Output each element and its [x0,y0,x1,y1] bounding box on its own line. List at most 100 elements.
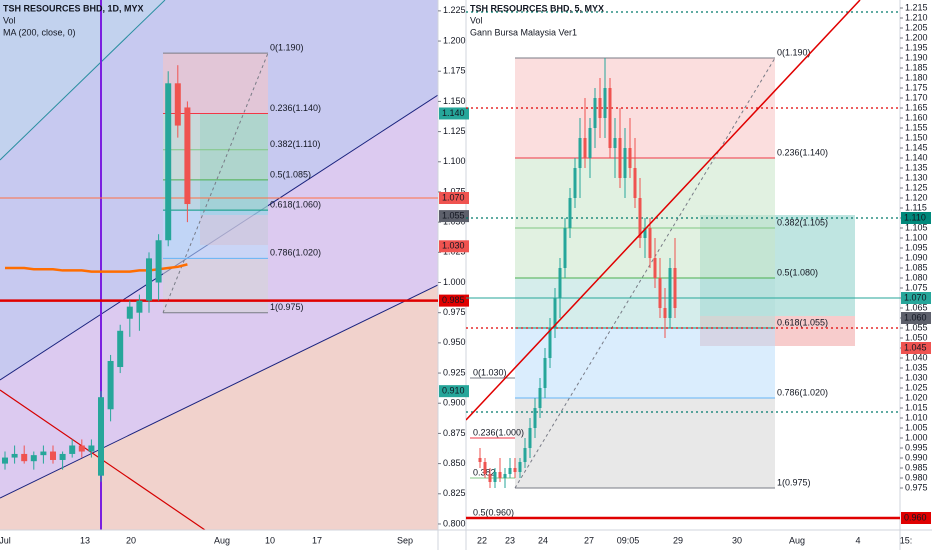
price-badge [439,385,469,398]
candle-body [523,448,527,462]
y-tick-label: 1.175 [905,82,928,92]
price-badge [439,240,469,253]
price-badge-label: 0.960 [904,512,927,522]
y-tick-label: 1.145 [905,142,928,152]
price-badge-label: 1.060 [904,312,927,322]
y-tick-label: 1.185 [905,62,928,72]
fib-label: 0.618(1.055) [777,317,828,327]
candle-body [533,408,537,428]
y-tick-label: 1.025 [905,382,928,392]
candle-body [2,457,8,464]
x-tick-label: 13 [80,535,90,545]
candle-body [613,138,617,148]
fib-label: 0.236(1.140) [777,147,828,157]
y-tick-label: 1.175 [443,66,466,76]
candle-body [30,455,37,462]
candle-body [528,428,532,448]
fib-label: 0.382(1.110) [270,139,320,149]
y-tick-label: 1.150 [443,96,466,106]
fib-label: 0.382(1.105) [777,217,828,227]
candle-body [165,83,172,241]
y-tick-label: 1.140 [905,152,928,162]
y-tick-label: 1.180 [905,72,928,82]
y-tick-label: 1.020 [905,392,928,402]
y-tick-label: 1.105 [905,222,928,232]
x-tick-label: Aug [214,535,230,545]
fib-trend [162,52,269,313]
y-tick-label: 1.095 [905,242,928,252]
fib-label: 0.786(1.020) [270,248,321,258]
plot: 0(1.190) 0.236(1.140) 0.382(1.105) 0.5(1.08… [466,11,900,520]
y-tick-label: 1.205 [905,22,928,32]
candle-body [483,462,487,474]
x-tick-label: 17 [312,535,322,545]
x-tick-label: 4 [855,535,860,545]
y-tick-label: 1.125 [905,182,928,192]
indicator-name: Gann Bursa Malaysia Ver1 [470,27,577,37]
y-tick-label: 0.825 [443,488,466,498]
price-badge-label: 0.910 [442,386,465,396]
fib-label: 0.236(1.140) [270,103,321,113]
price-badge [439,294,469,307]
candle-body [98,397,104,476]
price-badge-label: 1.070 [442,192,465,202]
candle-body [598,98,602,118]
price-badge [901,212,931,224]
y-tick-label: 1.155 [905,122,928,132]
fib-label: 0(1.030) [473,367,507,377]
x-tick-label: 09:05 [617,535,640,545]
candle-body [40,451,47,456]
candle-body [508,468,512,474]
candle-body [568,198,572,228]
y-tick-label: 0.900 [443,398,466,408]
fib-zone [515,158,775,228]
y-tick-label: 0.850 [443,458,466,468]
candle-body [136,300,143,313]
candle-body [563,228,567,268]
y-tick-label: 1.200 [905,32,928,42]
price-badge-label: 1.110 [904,212,926,222]
y-tick-label: 1.075 [905,282,928,292]
candle-body [673,268,677,308]
price-badge-label: 0.985 [442,295,465,305]
candle-body [593,98,597,128]
candle-body [548,328,552,358]
y-tick-label: 1.015 [905,402,928,412]
y-tick-label: 0.950 [443,337,466,347]
candle-body [648,228,652,258]
x-tick-label: 29 [673,535,683,545]
price-badge-label: 1.045 [904,342,927,352]
candle-body [184,107,191,205]
subtitle: Vol [470,15,483,25]
y-tick-label: 0.975 [443,307,466,317]
price-badge [439,210,469,223]
y-tick-label: 0.995 [905,442,928,452]
x-tick-label: 20 [126,535,136,545]
price-badge [901,342,931,354]
fib-label: 1(0.975) [270,302,304,312]
fib-label: 0.5(0.960) [473,507,514,517]
y-tick-label: 1.050 [905,332,928,342]
fib-label: 0.5(1.080) [777,267,818,277]
candle-body [618,138,622,178]
fib-label: 0.5(1.085) [270,169,311,179]
y-tick-label: 1.150 [905,132,928,142]
y-tick-label: 1.090 [905,252,928,262]
y-tick-label: 1.115 [905,202,927,212]
y-tick-label: 1.130 [905,172,928,182]
y-tick-label: 1.135 [905,162,928,172]
fib-zone [163,210,268,259]
y-tick-label: 1.225 [443,5,466,15]
y-tick-label: 1.190 [905,52,928,62]
candle-body [603,88,607,118]
x-tick-label: Jul [0,535,11,545]
candle-body [493,472,497,482]
y-tick-label: 0.980 [905,472,928,482]
candle-body [11,453,18,458]
y-tick-label: 1.160 [905,112,928,122]
candle-body [126,306,133,319]
candle-body [107,360,114,410]
candle-body [553,298,557,328]
chart-layer: 0(1.190) 0.236(1.140) 0.382(1.110) 0.5(1.08… [0,2,931,545]
y-tick-label: 1.080 [905,272,928,282]
